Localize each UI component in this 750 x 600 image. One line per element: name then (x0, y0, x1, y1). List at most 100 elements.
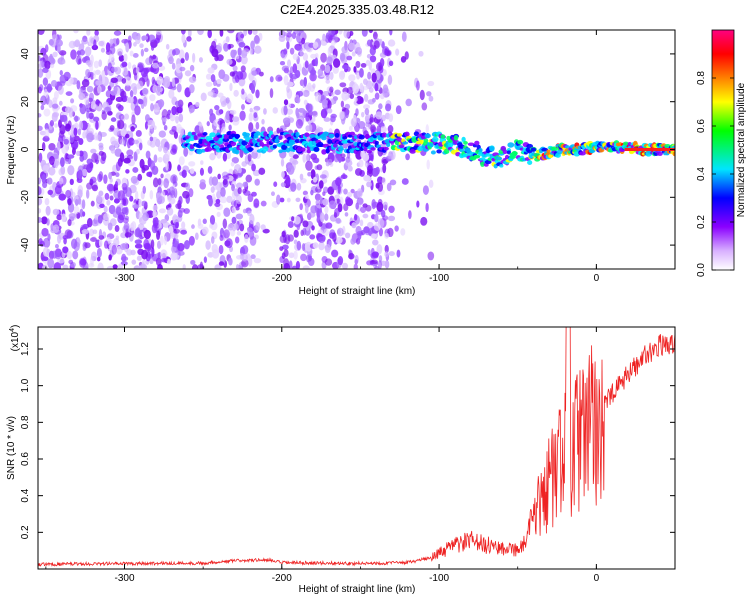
heatmap-cell (357, 120, 366, 130)
heatmap-cell (241, 104, 245, 111)
heatmap-cell (96, 194, 102, 203)
heatmap-cell (366, 260, 373, 266)
heatmap-cell (283, 99, 289, 106)
heatmap-cell (329, 232, 335, 239)
heatmap-cell (422, 185, 429, 195)
heatmap-ridge-cell (358, 134, 365, 140)
heatmap-cell (376, 244, 383, 255)
heatmap-cell (280, 158, 285, 167)
heatmap-cell (426, 91, 432, 97)
heatmap-ridge-cell (506, 150, 511, 155)
x-tick-label: 0 (594, 273, 600, 284)
heatmap-cell (255, 221, 261, 231)
heatmap-cell (133, 42, 137, 47)
heatmap-cell (53, 262, 62, 269)
heatmap-cell (348, 125, 353, 131)
colorbar-tick-label: 0.0 (696, 263, 707, 277)
heatmap-cell (123, 157, 131, 164)
heatmap-cell (400, 228, 406, 236)
y-tick-label: -20 (20, 190, 31, 205)
heatmap-cell (367, 71, 372, 80)
heatmap-cell (42, 256, 49, 261)
heatmap-cell (215, 109, 222, 116)
heatmap-cell (301, 37, 306, 45)
heatmap-ridge-cell (548, 154, 553, 159)
figure-title: C2E4.2025.335.03.48.R12 (280, 2, 434, 17)
heatmap-cell (241, 259, 249, 268)
heatmap-cell (232, 65, 238, 72)
heatmap-cell (322, 99, 328, 106)
heatmap-ridge-cell (304, 132, 310, 138)
heatmap-ridge-cell (189, 144, 195, 150)
heatmap-cell (225, 97, 230, 104)
heatmap-cell (166, 258, 171, 265)
heatmap-cell (207, 30, 212, 39)
heatmap-cell (38, 186, 42, 196)
heatmap-cell (41, 227, 49, 237)
heatmap-cell (160, 173, 164, 179)
heatmap-cell (338, 30, 343, 35)
heatmap-cell (292, 154, 299, 159)
heatmap-cell (376, 176, 384, 184)
heatmap-cell (249, 213, 255, 225)
colorbar-tick-label: 0.2 (696, 215, 707, 229)
heatmap-ridge-cell (480, 161, 485, 167)
heatmap-cell (42, 181, 48, 189)
heatmap-cell (88, 262, 95, 268)
heatmap-cell (304, 241, 313, 252)
heatmap-ridge-cell (564, 145, 570, 149)
spectrogram-y-axis: -40 -20 0 20 40 (20, 48, 675, 252)
heatmap-cell (185, 182, 191, 191)
heatmap-cell (168, 89, 175, 99)
heatmap-cell (157, 156, 163, 163)
heatmap-cell (296, 112, 300, 119)
heatmap-cell (128, 137, 135, 146)
heatmap-cell (47, 189, 54, 196)
heatmap-cell (400, 55, 407, 63)
heatmap-cell (247, 210, 252, 217)
heatmap-cell (296, 46, 303, 52)
heatmap-cell (205, 240, 211, 250)
heatmap-cell (108, 53, 115, 61)
heatmap-cell (131, 114, 136, 125)
heatmap-cell (78, 92, 86, 101)
heatmap-ridge-cell (243, 132, 251, 137)
heatmap-cell (308, 211, 316, 218)
heatmap-cell (38, 197, 43, 206)
heatmap-cell (162, 117, 168, 122)
heatmap-cell (288, 149, 295, 158)
heatmap-ridge-cell (509, 155, 516, 159)
heatmap-cell (95, 99, 101, 105)
heatmap-cell (84, 96, 90, 105)
heatmap-cell (375, 166, 380, 175)
heatmap-cell (153, 154, 158, 163)
heatmap-cell (303, 99, 308, 106)
heatmap-cell (238, 41, 246, 48)
heatmap-cell (112, 264, 118, 269)
heatmap-cell (181, 169, 187, 178)
heatmap-cell (325, 222, 333, 229)
heatmap-cell (416, 80, 420, 91)
heatmap-cell (345, 196, 351, 206)
heatmap-cell (360, 206, 367, 213)
heatmap-cell (90, 148, 97, 154)
heatmap-cell (388, 60, 394, 67)
heatmap-cell (367, 221, 374, 229)
heatmap-cell (133, 151, 138, 162)
heatmap-cell (368, 60, 373, 71)
heatmap-cell (81, 38, 89, 45)
heatmap-cell (242, 208, 247, 214)
heatmap-cell (159, 235, 164, 246)
heatmap-cell (302, 220, 309, 228)
heatmap-cell (168, 225, 174, 233)
heatmap-cell (151, 76, 156, 85)
heatmap-ridge-cell (485, 153, 492, 157)
y-tick-label: 0.6 (20, 452, 31, 466)
heatmap-cell (349, 93, 355, 100)
heatmap-cell (355, 225, 362, 236)
heatmap-cell (374, 92, 380, 100)
heatmap-cell (253, 257, 262, 264)
heatmap-cell (175, 221, 179, 229)
heatmap-cell (222, 175, 230, 180)
heatmap-cell (278, 34, 286, 43)
